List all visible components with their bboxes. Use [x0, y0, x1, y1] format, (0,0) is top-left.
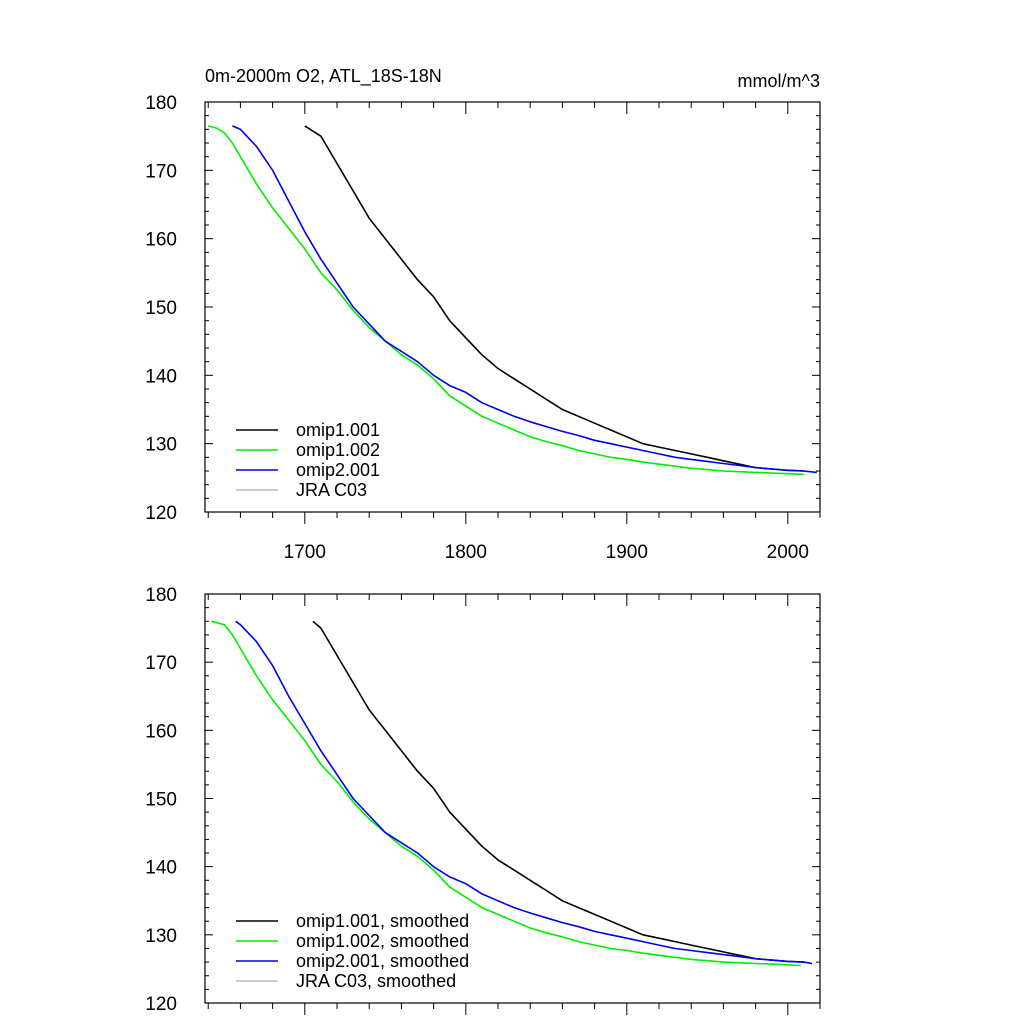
x-tick-label: 1700 — [284, 542, 326, 563]
series-line-1 — [312, 620, 804, 963]
chart-title: 0m-2000m O2, ATL_18S-18N — [205, 66, 442, 87]
y-tick-label: 180 — [145, 93, 177, 114]
series-line-3 — [232, 125, 817, 474]
legend-label: omip2.001 — [296, 460, 380, 480]
legend-label: omip1.001 — [296, 420, 380, 440]
y-tick-label: 140 — [145, 858, 177, 879]
series-line-2 — [207, 125, 804, 476]
y-tick-label: 120 — [145, 994, 177, 1015]
x-tick-label: 1800 — [445, 542, 487, 563]
series-line-1 — [304, 125, 804, 472]
y-tick-label: 120 — [145, 503, 177, 524]
x-tick-label: 1900 — [606, 542, 648, 563]
x-tick-label: 2000 — [767, 542, 809, 563]
y-tick-label: 130 — [145, 926, 177, 947]
y-tick-label: 150 — [145, 298, 177, 319]
y-tick-label: 180 — [145, 585, 177, 606]
legend-label: omip2.001, smoothed — [296, 951, 469, 971]
y-tick-label: 170 — [145, 653, 177, 674]
legend-label: omip1.002, smoothed — [296, 931, 469, 951]
y-tick-label: 150 — [145, 790, 177, 811]
units-label: mmol/m^3 — [738, 71, 820, 91]
series-line-2 — [211, 620, 801, 967]
legend-label: omip1.002 — [296, 440, 380, 460]
legend-label: omip1.001, smoothed — [296, 911, 469, 931]
legend-label: JRA C03, smoothed — [296, 971, 456, 991]
y-tick-label: 140 — [145, 366, 177, 387]
chart-panel-2: 120 130 140 150 160 170 180 omip1.001, smoothed… — [145, 585, 821, 1015]
legend-label: JRA C03 — [296, 480, 367, 500]
chart-panel-1: 120 130 140 150 160 170 180 1700 1800 1900 2000 omi… — [145, 93, 821, 563]
series-line-3 — [235, 620, 813, 965]
y-tick-label: 160 — [145, 721, 177, 742]
y-tick-label: 160 — [145, 230, 177, 251]
y-tick-label: 170 — [145, 161, 177, 182]
y-tick-label: 130 — [145, 435, 177, 456]
